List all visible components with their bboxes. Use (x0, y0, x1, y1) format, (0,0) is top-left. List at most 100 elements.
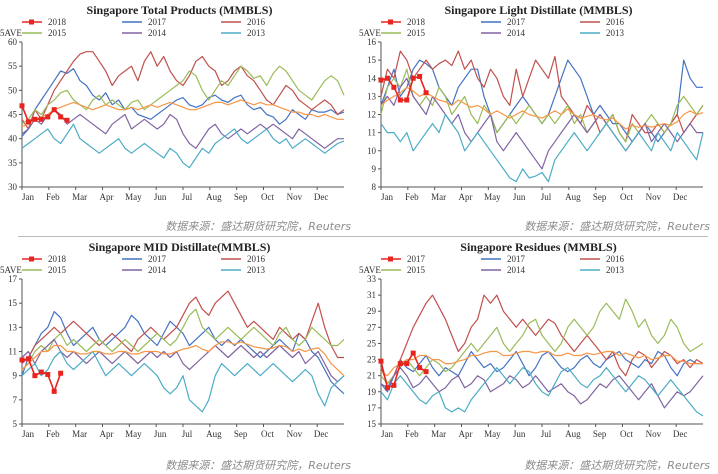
y-tick-label: 21 (367, 371, 376, 381)
x-tick-label: Aug (206, 192, 222, 202)
x-tick-label: Apr (459, 192, 473, 202)
y-tick-label: 12 (367, 110, 376, 120)
legend-label: 2016 (606, 17, 625, 27)
legend-marker (388, 19, 393, 25)
y-tick-label: 9 (13, 371, 18, 381)
data-point (384, 385, 390, 391)
legend-label: 2017 (507, 254, 526, 264)
legend-marker (29, 256, 34, 262)
legend-label: 2013 (606, 265, 625, 275)
data-point (25, 356, 31, 362)
legend-label: 5AVE (359, 265, 381, 275)
y-tick-label: 30 (8, 182, 18, 192)
series-line-2013 (380, 113, 704, 183)
x-tick-label: Oct (620, 429, 633, 439)
y-tick-label: 9 (372, 164, 377, 174)
data-point (378, 77, 384, 83)
y-tick-label: 40 (8, 134, 18, 144)
x-tick-label: Oct (261, 429, 274, 439)
data-point (423, 369, 429, 375)
legend-label: 2013 (606, 28, 625, 38)
series-line-5AVE (380, 350, 703, 377)
y-tick-label: 25 (367, 338, 377, 348)
x-tick-label: Oct (261, 192, 274, 202)
x-tick-label: Sep (593, 192, 607, 202)
x-tick-label: Aug (565, 192, 581, 202)
source-note: 数据来源：盛达期货研究院，Reuters (524, 459, 710, 472)
data-point (32, 116, 38, 122)
y-tick-label: 11 (367, 128, 376, 138)
chart-mid-distillate: Singapore MID Distillate(MMBLS) 2018 2017 2… (0, 237, 359, 474)
series-line-2013 (380, 367, 704, 417)
legend-label: 2015 (407, 28, 426, 38)
legend-label: 2015 (407, 265, 426, 275)
x-tick-label: Apr (100, 429, 114, 439)
legend-marker (388, 256, 393, 262)
x-tick-label: Jun (513, 429, 526, 439)
series-line-2017 (21, 67, 345, 137)
chart-svg: Singapore MID Distillate(MMBLS)2018 2017 2… (0, 240, 345, 439)
data-point (378, 358, 384, 364)
x-tick-label: Jul (182, 192, 193, 202)
chart-title: Singapore Light Distillate (MMBLS) (444, 3, 632, 17)
y-tick-label: 31 (367, 290, 376, 300)
y-tick-label: 27 (367, 322, 377, 332)
series-line-2016 (380, 294, 704, 385)
legend-label: 2018 (48, 17, 67, 27)
x-tick-label: Sep (234, 429, 248, 439)
legend-label: 2017 (148, 17, 167, 27)
x-tick-label: Nov (646, 192, 662, 202)
y-tick-label: 45 (8, 110, 18, 120)
legend-label: 5AVE (0, 28, 22, 38)
x-tick-label: Apr (459, 429, 473, 439)
series-line-2014 (380, 77, 703, 170)
series-line-2016 (380, 50, 704, 143)
series-line-2014 (21, 338, 345, 383)
y-tick-label: 10 (367, 146, 377, 156)
x-tick-label: Jun (513, 192, 526, 202)
y-tick-label: 13 (367, 91, 377, 101)
x-tick-label: Sep (593, 429, 607, 439)
series-line-2017 (380, 350, 703, 393)
y-tick-label: 35 (8, 158, 18, 168)
x-tick-label: Nov (287, 429, 303, 439)
y-tick-label: 55 (8, 61, 18, 71)
series-line-2014 (21, 109, 344, 149)
x-tick-label: Jul (541, 192, 552, 202)
chart-residues: Singapore Residues (MMBLS) 2017 2017 2016 20… (359, 237, 718, 474)
x-tick-label: Jan (381, 192, 393, 202)
x-tick-label: Aug (565, 429, 581, 439)
x-tick-label: May (125, 192, 142, 202)
y-tick-label: 15 (8, 298, 18, 308)
y-tick-label: 14 (367, 73, 377, 83)
x-tick-label: Mar (431, 192, 446, 202)
y-tick-label: 29 (367, 306, 377, 316)
legend-label: 2013 (247, 28, 266, 38)
series-line-2013 (21, 123, 345, 169)
x-tick-label: Mar (72, 429, 87, 439)
y-tick-label: 5 (13, 419, 18, 429)
x-tick-label: Mar (431, 429, 446, 439)
legend-label: 2017 (407, 254, 426, 264)
series-line-2015 (21, 308, 345, 371)
chart-svg: Singapore Light Distillate (MMBLS)2018 20… (359, 3, 704, 202)
divider (18, 236, 708, 237)
legend-label: 2014 (148, 28, 167, 38)
data-point (391, 84, 397, 90)
x-tick-label: Jul (182, 429, 193, 439)
data-point (51, 107, 57, 113)
legend-label: 2018 (48, 254, 67, 264)
legend-label: 2016 (606, 254, 625, 264)
y-tick-label: 50 (8, 85, 18, 95)
y-tick-label: 16 (367, 37, 377, 47)
data-point (58, 370, 64, 376)
y-tick-label: 33 (367, 274, 377, 284)
data-point (404, 361, 410, 367)
y-tick-label: 17 (367, 403, 377, 413)
legend-label: 2014 (507, 265, 526, 275)
source-note: 数据来源：盛达期货研究院，Reuters (165, 220, 351, 233)
x-tick-label: Dec (673, 429, 688, 439)
x-tick-label: May (484, 429, 501, 439)
data-point (19, 357, 25, 363)
x-tick-label: May (125, 429, 142, 439)
